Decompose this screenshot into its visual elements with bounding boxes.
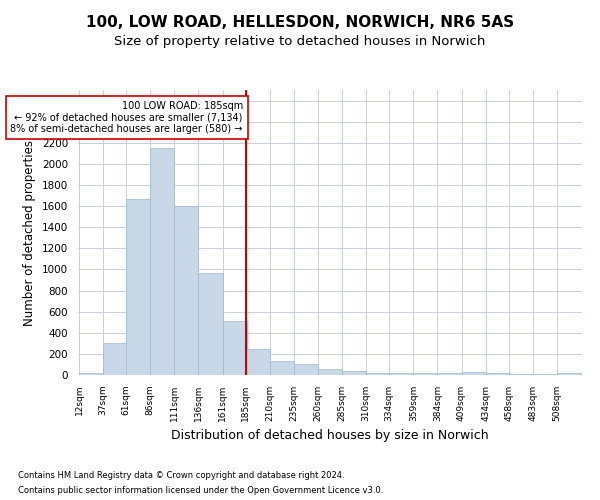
Text: Size of property relative to detached houses in Norwich: Size of property relative to detached ho… bbox=[115, 35, 485, 48]
Bar bbox=[270, 362, 294, 375]
Bar bbox=[366, 373, 390, 375]
Bar bbox=[294, 364, 318, 375]
X-axis label: Distribution of detached houses by size in Norwich: Distribution of detached houses by size … bbox=[171, 430, 489, 442]
Bar bbox=[557, 373, 581, 375]
Bar bbox=[342, 372, 366, 375]
Text: 100 LOW ROAD: 185sqm
← 92% of detached houses are smaller (7,134)
8% of semi-det: 100 LOW ROAD: 185sqm ← 92% of detached h… bbox=[10, 100, 243, 134]
Bar bbox=[150, 148, 175, 375]
Bar bbox=[199, 273, 223, 375]
Bar bbox=[245, 348, 270, 375]
Text: Contains HM Land Registry data © Crown copyright and database right 2024.: Contains HM Land Registry data © Crown c… bbox=[18, 471, 344, 480]
Bar bbox=[533, 374, 557, 375]
Bar bbox=[461, 372, 485, 375]
Y-axis label: Number of detached properties: Number of detached properties bbox=[23, 140, 37, 326]
Bar bbox=[223, 321, 247, 375]
Bar bbox=[126, 198, 150, 375]
Bar bbox=[437, 373, 461, 375]
Text: 100, LOW ROAD, HELLESDON, NORWICH, NR6 5AS: 100, LOW ROAD, HELLESDON, NORWICH, NR6 5… bbox=[86, 15, 514, 30]
Bar bbox=[318, 369, 342, 375]
Bar bbox=[79, 373, 103, 375]
Bar bbox=[103, 344, 127, 375]
Bar bbox=[389, 373, 413, 375]
Bar bbox=[175, 206, 199, 375]
Text: Contains public sector information licensed under the Open Government Licence v3: Contains public sector information licen… bbox=[18, 486, 383, 495]
Bar bbox=[413, 373, 437, 375]
Bar bbox=[509, 374, 533, 375]
Bar bbox=[485, 373, 510, 375]
